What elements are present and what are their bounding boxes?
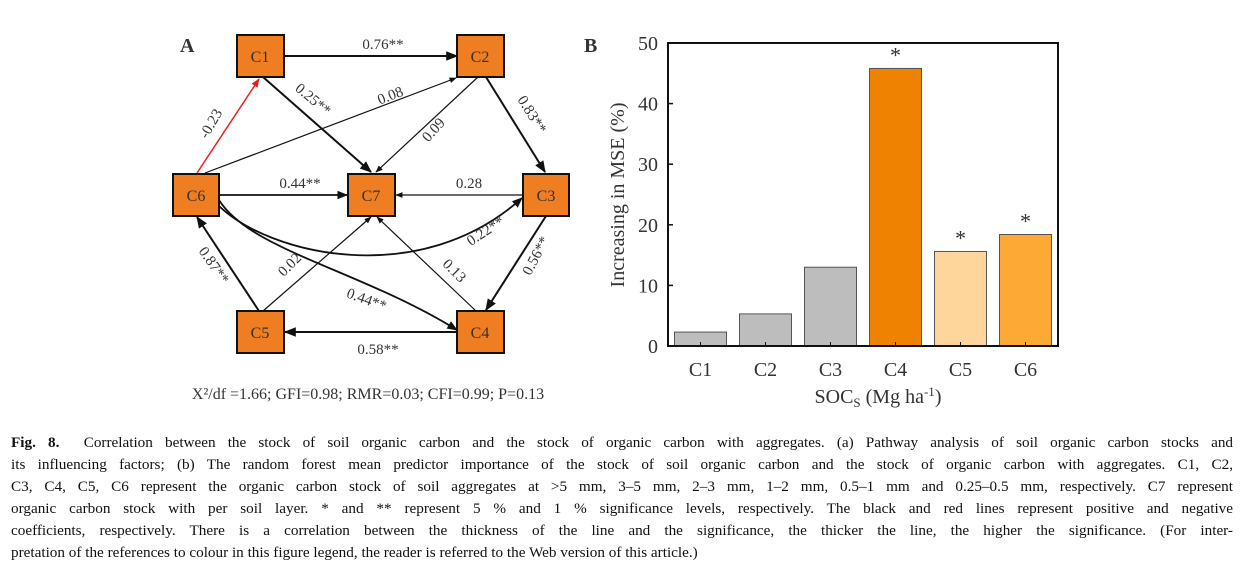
edge-label: 0.25** bbox=[292, 81, 334, 120]
caption-line: organic carbon stock with per soil layer… bbox=[11, 500, 1233, 517]
edge-c2-c3 bbox=[485, 76, 546, 174]
x-tick-label: C3 bbox=[819, 359, 842, 381]
caption-line: pretation of the references to colour in… bbox=[11, 544, 698, 561]
y-tick-label: 20 bbox=[638, 215, 658, 237]
edge-label: 0.76** bbox=[362, 37, 403, 53]
node-label: C5 bbox=[251, 325, 270, 342]
node-label: C4 bbox=[471, 325, 490, 342]
bar-c2 bbox=[739, 313, 792, 347]
node-label: C1 bbox=[251, 49, 270, 66]
node-label: C7 bbox=[362, 188, 381, 205]
edge-label: 0.08 bbox=[375, 84, 405, 108]
figure-number: Fig. 8. bbox=[11, 434, 60, 451]
edge-c3-c4 bbox=[485, 215, 547, 312]
bar-c3 bbox=[804, 266, 857, 347]
edge-c1-c7 bbox=[262, 76, 372, 173]
edge-label: 0.22** bbox=[464, 214, 507, 250]
significance-marker: * bbox=[1020, 208, 1031, 233]
x-tick-label: C4 bbox=[884, 359, 907, 381]
node-c7 bbox=[347, 173, 396, 217]
node-label: C3 bbox=[537, 188, 556, 205]
x-axis-label: SOCS (Mg ha-1) bbox=[815, 384, 942, 410]
path-diagram: A 0.76** 0.25** 0.08 0.09 0.83** -0.23 bbox=[172, 34, 570, 403]
y-tick-label: 10 bbox=[638, 275, 658, 297]
y-tick-label: 40 bbox=[638, 94, 658, 116]
edge-c2-c7 bbox=[375, 76, 479, 173]
edge-c4-c7 bbox=[376, 216, 477, 312]
node-c6 bbox=[172, 173, 220, 217]
panel-a-label: A bbox=[180, 35, 195, 57]
edge-c6-c2 bbox=[204, 77, 457, 174]
edge-c6-c4 bbox=[218, 199, 458, 331]
node-c2 bbox=[456, 34, 505, 78]
figure-8: A 0.76** 0.25** 0.08 0.09 0.83** -0.23 bbox=[172, 33, 1059, 410]
bar-c5 bbox=[934, 250, 987, 347]
x-tick-label: C1 bbox=[689, 359, 712, 381]
bar-c6 bbox=[999, 233, 1052, 347]
x-tick-label: C6 bbox=[1014, 359, 1037, 381]
significance-marker: * bbox=[955, 225, 966, 250]
node-c5 bbox=[236, 310, 285, 354]
edge-label: 0.58** bbox=[357, 342, 398, 358]
edge-c5-c6 bbox=[196, 215, 260, 312]
node-label: C2 bbox=[471, 49, 490, 66]
plot-frame bbox=[667, 42, 1059, 347]
significance-marker: * bbox=[890, 42, 901, 67]
panel-b-label: B bbox=[584, 35, 597, 57]
edge-c6-c1-negative bbox=[196, 78, 260, 174]
y-axis-label: Increasing in MSE (%) bbox=[607, 103, 629, 288]
edge-label: 0.28 bbox=[456, 176, 482, 192]
edge-label: 0.87** bbox=[195, 244, 232, 287]
caption-line: Correlation between the stock of soil or… bbox=[83, 434, 1234, 451]
edge-label: 0.09 bbox=[419, 115, 448, 145]
caption-line: its influencing factors; (b) The random … bbox=[11, 456, 1233, 473]
node-c1 bbox=[236, 34, 285, 78]
y-tick-label: 0 bbox=[648, 336, 658, 358]
y-tick-label: 30 bbox=[638, 154, 658, 176]
node-label: C6 bbox=[187, 188, 206, 205]
caption-line: C3, C4, C5, C6 represent the organic car… bbox=[11, 478, 1233, 495]
edge-label: 0.56** bbox=[520, 234, 553, 278]
x-tick-label: C2 bbox=[754, 359, 777, 381]
node-c4 bbox=[456, 310, 505, 354]
figure-caption: Fig. 8. Correlation between the stock of… bbox=[11, 432, 1233, 564]
edge-c5-c7 bbox=[262, 216, 372, 312]
edge-label: 0.13 bbox=[439, 256, 469, 286]
edge-label: 0.44** bbox=[279, 176, 320, 192]
y-tick-label: 50 bbox=[638, 33, 658, 55]
x-tick-label: C5 bbox=[949, 359, 972, 381]
fit-statistics: X²/df =1.66; GFI=0.98; RMR=0.03; CFI=0.9… bbox=[192, 386, 544, 403]
bar-c4 bbox=[869, 67, 922, 347]
bar-chart: B * * * 0 10 20 30 40 50 C1 C2 C3 C4 C5 C6 Increasin… bbox=[584, 33, 1059, 410]
caption-line: coefficients, respectively. There is a c… bbox=[11, 522, 1233, 539]
node-c3 bbox=[522, 173, 570, 217]
